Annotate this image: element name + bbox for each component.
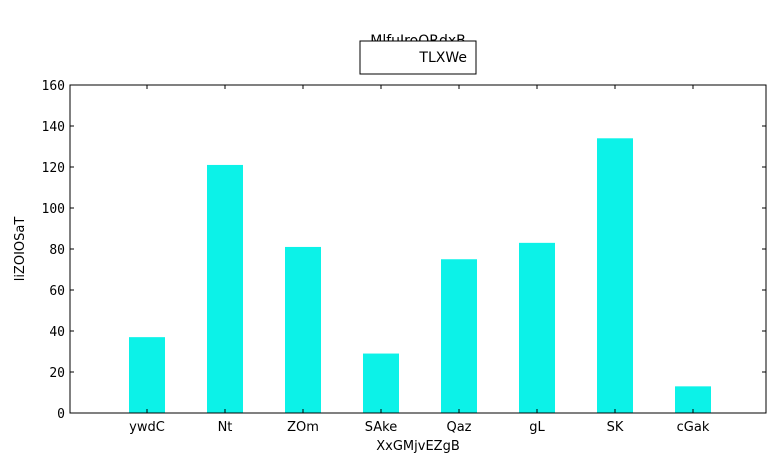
bar-SAke [363, 353, 399, 413]
y-axis-ticks: 0 20 40 60 80 100 120 140 160 [42, 79, 766, 422]
y-tick-label: 60 [49, 284, 65, 299]
y-tick-label: 80 [49, 243, 65, 258]
x-tick-label: Qaz [446, 420, 471, 435]
bar-gL [519, 242, 555, 413]
y-axis-label: liZOIOSaT [13, 217, 28, 282]
y-tick-label: 40 [49, 325, 65, 340]
y-tick-label: 140 [42, 120, 65, 135]
y-tick-label: 160 [42, 79, 65, 94]
legend: TLXWe [359, 40, 477, 75]
plot-frame [69, 84, 767, 414]
legend-label: TLXWe [418, 50, 467, 66]
x-tick-label: ZOm [287, 420, 319, 435]
bar-ZOm [285, 246, 321, 413]
x-tick-label: Nt [218, 420, 233, 435]
x-tick-label: gL [529, 420, 545, 435]
y-tick-label: 120 [42, 161, 65, 176]
y-tick-label: 20 [49, 366, 65, 381]
bar-ywdC [129, 337, 165, 413]
bars-group [129, 138, 711, 414]
bar-Nt [207, 164, 243, 413]
bar-cGak [675, 386, 711, 413]
y-tick-label: 0 [57, 407, 65, 422]
bar-Qaz [441, 259, 477, 413]
y-tick-label: 100 [42, 202, 65, 217]
x-tick-label: cGak [677, 420, 710, 435]
x-tick-label: SK [607, 420, 624, 435]
x-axis-label: XxGMjvEZgB [376, 439, 459, 454]
x-axis-ticks: ywdC Nt ZOm SAke Qaz gL SK cGak [129, 85, 710, 435]
x-tick-label: ywdC [129, 420, 165, 435]
x-tick-label: SAke [365, 420, 397, 435]
legend-frame [359, 40, 477, 75]
bar-SK [597, 138, 633, 414]
